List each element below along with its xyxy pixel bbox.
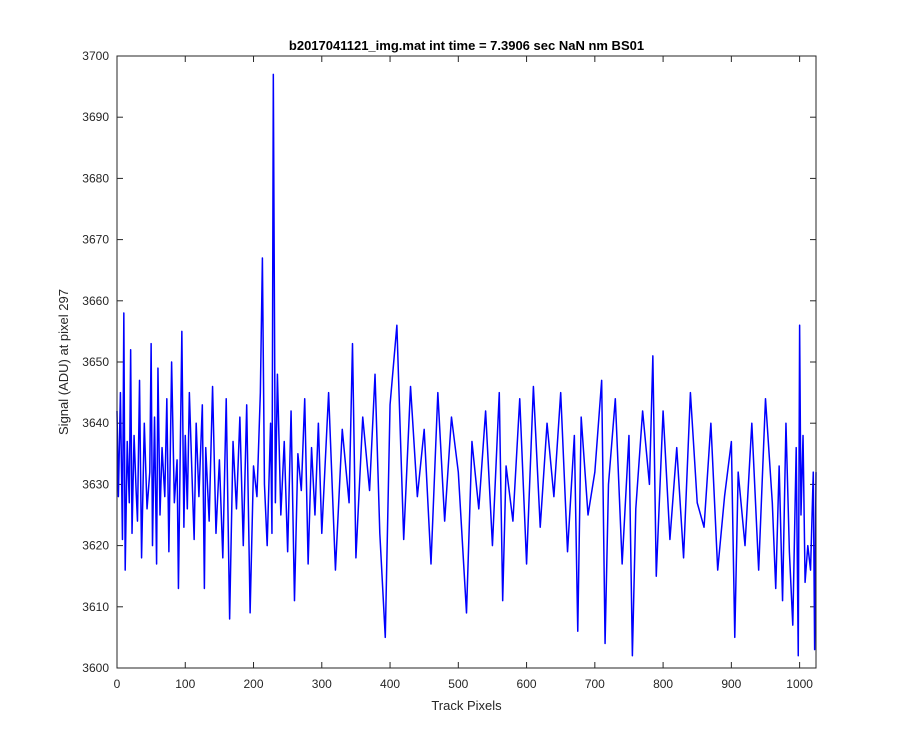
plot-area — [117, 56, 816, 668]
x-tick-label: 1000 — [786, 677, 813, 691]
y-tick-label: 3700 — [82, 49, 109, 63]
x-tick-label: 100 — [175, 677, 195, 691]
x-tick-label: 0 — [114, 677, 121, 691]
y-tick-label: 3670 — [82, 233, 109, 247]
y-tick-label: 3610 — [82, 600, 109, 614]
x-tick-label: 800 — [653, 677, 673, 691]
ticks-layer: 0 100 200 300 400 500 600 700 800 900 1000 3600 3610… — [82, 49, 816, 691]
plot-frame — [116, 55, 817, 669]
y-tick-label: 3620 — [82, 539, 109, 553]
chart-title: b2017041121_img.mat int time = 7.3906 se… — [289, 38, 644, 53]
x-tick-label: 400 — [380, 677, 400, 691]
signal-series-line — [116, 73, 817, 657]
y-tick-label: 3630 — [82, 477, 109, 491]
y-axis-label: Signal (ADU) at pixel 297 — [56, 289, 71, 435]
y-tick-label: 3650 — [82, 355, 109, 369]
y-tick-label: 3690 — [82, 110, 109, 124]
x-axis-label: Track Pixels — [431, 698, 502, 713]
x-tick-label: 200 — [244, 677, 264, 691]
x-tick-label: 500 — [448, 677, 468, 691]
x-tick-label: 600 — [517, 677, 537, 691]
y-tick-label: 3600 — [82, 661, 109, 675]
series-layer — [116, 73, 817, 657]
y-tick-label: 3640 — [82, 416, 109, 430]
x-tick-label: 700 — [585, 677, 605, 691]
x-tick-label: 900 — [721, 677, 741, 691]
x-tick-label: 300 — [312, 677, 332, 691]
y-tick-label: 3660 — [82, 294, 109, 308]
y-tick-label: 3680 — [82, 171, 109, 185]
